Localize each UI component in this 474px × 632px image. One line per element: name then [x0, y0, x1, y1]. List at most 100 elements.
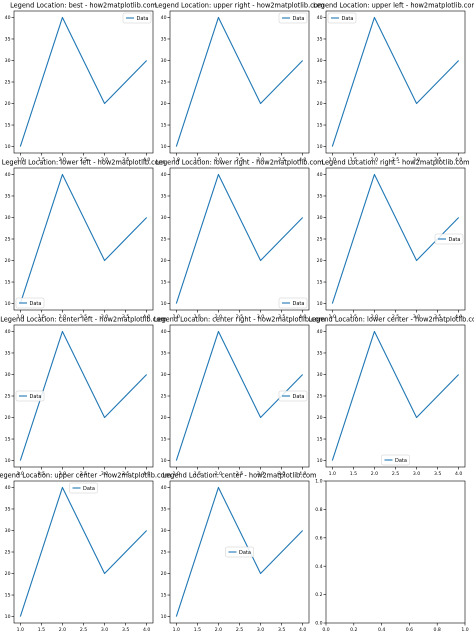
x-tick-label: 3.0: [101, 157, 108, 163]
x-tick-label: 0.4: [378, 627, 385, 632]
y-tick-label: 20: [161, 571, 167, 577]
plot-area: [325, 324, 466, 468]
y-tick-label: 15: [5, 593, 11, 599]
plot-area: [325, 480, 466, 624]
y-tick-label: 35: [161, 351, 167, 357]
legend-box: [15, 297, 45, 309]
y-tick-label: 40: [161, 485, 167, 491]
x-tick-label: 2.5: [236, 627, 243, 632]
y-tick-label: 20: [161, 101, 167, 107]
x-tick-label: 3.5: [434, 471, 441, 477]
x-tick-label: 0.2: [350, 627, 357, 632]
legend: Data: [15, 297, 45, 309]
x-tick-label: 3.0: [257, 157, 264, 163]
x-tick-label: 2.0: [215, 157, 222, 163]
x-tick-label: 4.0: [455, 314, 462, 320]
legend-label: Data: [293, 301, 305, 307]
y-tick-label: 20: [317, 101, 323, 107]
plot-area: [169, 10, 310, 154]
y-tick-label: 25: [5, 550, 11, 556]
y-tick-label: 35: [317, 37, 323, 43]
x-tick-label: 3.0: [257, 627, 264, 632]
x-tick-label: 4.0: [455, 157, 462, 163]
legend: Data: [15, 390, 45, 402]
y-tick-label: 30: [161, 372, 167, 378]
y-tick-label: 0.4: [315, 564, 322, 570]
y-tick-label: 10: [161, 458, 167, 464]
x-tick-label: 3.5: [122, 157, 129, 163]
x-tick-label: 0.0: [322, 627, 329, 632]
y-tick-label: 20: [161, 258, 167, 264]
data-line: [19, 173, 148, 304]
x-tick-label: 2.0: [59, 471, 66, 477]
y-tick-label: 15: [5, 437, 11, 443]
subplot-title: Legend Location: lower center - how2matp…: [309, 316, 474, 324]
y-tick-label: 40: [161, 329, 167, 335]
legend: Data: [327, 12, 357, 24]
subplot-6: Legend Location: right - how2matplotlib.…: [317, 159, 470, 321]
y-tick-label: 25: [161, 394, 167, 400]
x-tick-label: 3.5: [122, 471, 129, 477]
x-tick-label: 3.5: [278, 627, 285, 632]
y-tick-label: 15: [5, 280, 11, 286]
x-tick-label: 3.0: [413, 471, 420, 477]
y-tick-label: 40: [5, 15, 11, 21]
legend: Data: [278, 390, 308, 402]
y-tick-label: 20: [161, 415, 167, 421]
legend-box: [69, 482, 98, 494]
y-tick-label: 25: [5, 394, 11, 400]
plot-area: [169, 167, 310, 311]
x-tick-label: 2.5: [236, 157, 243, 163]
legend-box: [381, 454, 410, 466]
legend-label: Data: [342, 16, 354, 22]
x-tick-label: 2.0: [59, 314, 66, 320]
legend-label: Data: [30, 301, 42, 307]
legend-label: Data: [293, 16, 305, 22]
legend-box: [327, 12, 357, 24]
x-tick-label: 0.6: [406, 627, 413, 632]
x-tick-label: 1.5: [350, 157, 357, 163]
subplot-title: Legend Location: upper left - how2matplo…: [313, 2, 474, 10]
subplot-11: Legend Location: center - how2matplotlib…: [161, 472, 317, 632]
legend-label: Data: [293, 394, 305, 400]
y-tick-label: 25: [5, 237, 11, 243]
y-tick-label: 30: [161, 528, 167, 534]
y-tick-label: 35: [161, 194, 167, 200]
subplot-4: Legend Location: lower left - how2matplo…: [2, 159, 165, 321]
subplot-1: Legend Location: best - how2matplotlib.c…: [5, 2, 157, 164]
x-tick-label: 4.0: [143, 157, 150, 163]
x-tick-label: 2.5: [392, 314, 399, 320]
subplot-3: Legend Location: upper left - how2matplo…: [313, 2, 474, 164]
y-tick-label: 40: [161, 172, 167, 178]
subplot-8: Legend Location: center right - how2matp…: [154, 316, 325, 478]
y-tick-label: 10: [317, 144, 323, 150]
subplot-title: Legend Location: upper right - how2matpl…: [155, 2, 325, 10]
x-tick-label: 4.0: [299, 314, 306, 320]
x-tick-label: 2.0: [59, 157, 66, 163]
y-tick-label: 30: [317, 372, 323, 378]
x-tick-label: 1.0: [329, 157, 336, 163]
y-tick-label: 35: [161, 507, 167, 513]
x-tick-label: 2.0: [215, 471, 222, 477]
x-tick-label: 1.0: [173, 314, 180, 320]
y-tick-label: 30: [317, 215, 323, 221]
legend: Data: [225, 546, 254, 558]
x-tick-label: 1.0: [17, 157, 24, 163]
legend-box: [122, 12, 152, 24]
x-tick-label: 2.5: [392, 471, 399, 477]
x-tick-label: 1.5: [194, 627, 201, 632]
x-tick-label: 2.5: [236, 471, 243, 477]
y-tick-label: 0.6: [315, 535, 322, 541]
y-tick-label: 30: [317, 58, 323, 64]
x-tick-label: 3.5: [122, 314, 129, 320]
y-tick-label: 20: [5, 415, 11, 421]
x-tick-label: 2.0: [59, 627, 66, 632]
y-tick-label: 0.0: [315, 621, 322, 627]
legend: Data: [69, 482, 98, 494]
x-tick-label: 3.0: [101, 314, 108, 320]
y-tick-label: 15: [161, 280, 167, 286]
plot-area: [13, 167, 154, 311]
x-tick-label: 1.5: [350, 471, 357, 477]
x-tick-label: 2.5: [80, 314, 87, 320]
y-tick-label: 20: [317, 258, 323, 264]
